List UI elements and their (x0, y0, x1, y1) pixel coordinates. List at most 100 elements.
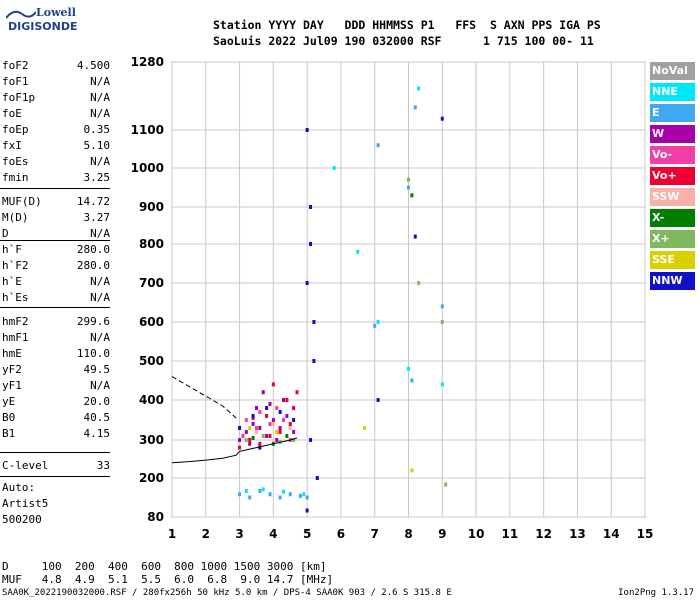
echo-point (292, 430, 296, 434)
echo-point (410, 378, 414, 383)
param-row: foEs N/A (2, 155, 110, 170)
param-value: 3.27 (83, 211, 111, 224)
logo-wave-icon (6, 10, 36, 19)
echo-point (238, 492, 242, 497)
param-separator (0, 476, 110, 477)
legend-item: X- (650, 209, 695, 227)
y-tick-label: 1280 (131, 55, 164, 69)
param-row: D N/A (2, 227, 110, 242)
param-name: fxI (2, 139, 22, 152)
echo-point (309, 205, 313, 209)
param-name: h`F (2, 243, 22, 256)
echo-point (373, 323, 377, 328)
auto-system: Artist5 (2, 497, 49, 510)
echo-point (265, 406, 269, 410)
echo-point (407, 177, 410, 182)
param-row: B0 40.5 (2, 411, 110, 426)
footer-d-row: D 100 200 400 600 800 1000 1500 3000 [km… (2, 560, 327, 573)
echo-point (248, 426, 252, 430)
echo-point (258, 489, 262, 493)
param-row: fmin 3.25 (2, 171, 110, 186)
param-row: foF1p N/A (2, 91, 110, 106)
param-value: N/A (90, 227, 110, 240)
param-name: yF2 (2, 363, 22, 376)
echo-point (413, 105, 417, 110)
echo-point (292, 438, 296, 442)
echo-point (258, 441, 262, 446)
param-row: MUF(D) 14.72 (2, 195, 110, 210)
param-row: foF1 N/A (2, 75, 110, 90)
param-name: foF2 (2, 59, 29, 72)
echo-point (268, 422, 272, 426)
echo-point (258, 445, 262, 450)
param-value: 110.0 (76, 347, 110, 360)
param-value: 280.0 (76, 259, 110, 272)
echo-point (288, 422, 292, 426)
echo-point (281, 489, 285, 494)
echo-point (312, 359, 316, 363)
echo-point (254, 406, 258, 410)
echo-point (278, 410, 282, 414)
param-value: N/A (90, 155, 110, 168)
param-row: hmF2 299.6 (2, 315, 110, 330)
legend-item: Vo- (650, 146, 695, 164)
echo-point (440, 304, 444, 309)
param-value: 33 (96, 459, 110, 472)
param-name: D (2, 227, 9, 240)
param-row: h`F 280.0 (2, 243, 110, 258)
echo-point (261, 434, 265, 438)
echo-point (271, 422, 275, 426)
echo-point (440, 116, 444, 121)
echo-point (281, 418, 285, 422)
param-value: 3.25 (83, 171, 111, 184)
x-tick-label: 3 (235, 527, 243, 541)
x-tick-label: 2 (202, 527, 210, 541)
echo-point (268, 434, 272, 438)
echo-point (417, 281, 421, 285)
x-tick-label: 7 (371, 527, 379, 541)
param-name: B1 (2, 427, 16, 440)
param-value: 40.5 (83, 411, 111, 424)
echo-point (275, 406, 279, 410)
param-name: M(D) (2, 211, 29, 224)
echo-point (413, 234, 417, 239)
param-value: 4.15 (83, 427, 111, 440)
footer-muf-row: MUF 4.8 4.9 5.1 5.5 6.0 6.8 9.0 14.7 [MH… (2, 573, 334, 586)
param-value: N/A (90, 275, 110, 288)
param-value: 280.0 (76, 243, 110, 256)
echo-point (305, 281, 309, 285)
x-tick-label: 8 (404, 527, 412, 541)
param-value: N/A (90, 291, 110, 304)
y-tick-label: 1100 (131, 123, 164, 137)
echo-point (248, 441, 252, 446)
param-name: hmE (2, 347, 22, 360)
echo-point (309, 242, 313, 246)
footer-file-info: SAA0K_2022190032000.RSF / 280fx256h 50 k… (2, 588, 452, 598)
echo-point (332, 166, 336, 170)
echo-point (258, 426, 262, 430)
echo-point (288, 426, 292, 430)
legend-item: NoVal (650, 62, 695, 80)
y-tick-label: 1000 (131, 161, 164, 175)
x-tick-label: 14 (603, 527, 620, 541)
x-tick-label: 1 (168, 527, 176, 541)
echo-point (356, 249, 360, 254)
param-value: N/A (90, 107, 110, 120)
header-labels: Station YYYY DAY DDD HHMMSS P1 FFS S AXN… (213, 18, 601, 32)
param-name: hmF1 (2, 331, 29, 344)
echo-point (261, 487, 265, 492)
y-tick-label: 400 (139, 393, 164, 407)
echo-point (265, 434, 269, 438)
param-name: h`F2 (2, 259, 29, 272)
legend-item: Vo+ (650, 167, 695, 185)
echo-point (261, 390, 265, 395)
param-row: h`Es N/A (2, 291, 110, 306)
param-row: M(D) 3.27 (2, 211, 110, 226)
echo-point (312, 320, 316, 324)
header-values: SaoLuis 2022 Jul09 190 032000 RSF 1 715 … (213, 34, 594, 48)
logo-line2: DIGISONDE (8, 20, 78, 33)
echo-point (254, 430, 258, 434)
param-value: N/A (90, 331, 110, 344)
x-tick-label: 5 (303, 527, 311, 541)
